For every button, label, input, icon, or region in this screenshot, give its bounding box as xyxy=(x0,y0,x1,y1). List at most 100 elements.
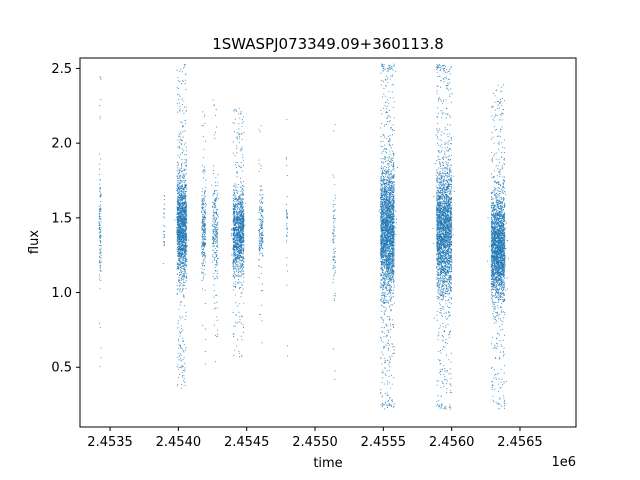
data-point xyxy=(183,268,185,270)
data-point xyxy=(201,248,203,250)
data-point xyxy=(99,276,101,278)
data-point xyxy=(213,241,215,244)
data-point xyxy=(216,126,218,128)
data-point xyxy=(233,220,235,222)
data-point xyxy=(99,191,102,193)
data-point xyxy=(286,119,288,121)
data-point xyxy=(242,331,244,333)
data-point xyxy=(213,228,215,230)
data-point xyxy=(183,257,186,260)
data-point xyxy=(333,298,335,300)
data-point xyxy=(185,280,187,282)
data-point xyxy=(238,164,240,166)
data-point xyxy=(233,282,235,284)
data-point xyxy=(185,258,187,260)
data-point xyxy=(162,263,164,265)
data-point xyxy=(243,237,245,239)
data-point xyxy=(240,177,242,179)
data-point xyxy=(182,131,184,133)
data-point xyxy=(185,235,187,237)
data-point xyxy=(99,267,101,269)
data-point xyxy=(261,189,263,191)
data-point xyxy=(177,193,179,195)
data-point xyxy=(179,153,182,155)
data-point xyxy=(234,206,236,208)
data-point xyxy=(241,264,243,266)
data-point xyxy=(182,110,184,112)
data-point xyxy=(202,201,204,204)
data-point xyxy=(176,185,179,187)
data-point xyxy=(179,141,181,143)
data-point xyxy=(232,205,234,208)
data-point xyxy=(239,257,241,259)
data-point xyxy=(239,250,241,252)
data-point xyxy=(214,131,216,134)
data-point xyxy=(204,210,206,212)
data-point xyxy=(242,288,244,290)
data-point xyxy=(237,220,239,222)
data-point xyxy=(244,224,246,226)
data-point xyxy=(184,64,186,66)
data-point xyxy=(181,365,183,367)
data-point xyxy=(214,226,216,229)
data-point xyxy=(201,245,203,247)
data-point xyxy=(177,288,179,291)
data-point xyxy=(333,130,335,132)
data-point xyxy=(334,197,336,199)
data-point xyxy=(213,205,215,207)
data-point xyxy=(240,264,242,266)
data-point xyxy=(258,265,260,267)
data-point xyxy=(182,340,184,342)
data-point xyxy=(184,159,186,161)
data-point xyxy=(180,144,182,146)
data-point xyxy=(334,210,336,212)
data-point xyxy=(176,262,178,264)
data-point xyxy=(259,314,261,316)
data-point xyxy=(212,254,214,256)
data-point xyxy=(203,222,205,224)
data-point xyxy=(184,271,186,273)
data-point xyxy=(180,133,182,135)
data-point xyxy=(177,368,179,370)
data-point xyxy=(386,299,388,301)
data-point xyxy=(185,205,187,207)
data-point xyxy=(258,230,260,232)
data-point xyxy=(236,213,239,215)
data-point xyxy=(380,141,382,143)
data-point xyxy=(176,165,178,167)
data-point xyxy=(242,199,244,201)
data-point xyxy=(180,277,182,279)
data-point xyxy=(185,229,187,232)
data-point xyxy=(99,195,101,197)
data-point xyxy=(333,218,335,220)
data-point xyxy=(234,194,236,196)
data-point xyxy=(235,137,237,139)
data-point xyxy=(233,234,236,237)
data-point xyxy=(180,239,182,241)
data-point xyxy=(185,207,187,209)
data-point xyxy=(236,199,238,201)
data-point xyxy=(178,98,180,100)
data-point xyxy=(234,186,236,188)
data-point xyxy=(232,269,235,271)
data-point xyxy=(182,192,184,194)
data-point xyxy=(261,240,263,243)
data-point xyxy=(185,110,187,112)
data-point xyxy=(204,205,206,207)
data-point xyxy=(178,156,181,158)
data-point xyxy=(286,209,288,211)
data-point xyxy=(260,185,263,187)
data-point xyxy=(179,353,181,355)
data-point xyxy=(183,204,185,206)
data-point xyxy=(241,291,243,293)
data-point xyxy=(183,247,185,249)
data-point xyxy=(99,269,101,271)
data-point xyxy=(180,261,182,263)
data-point xyxy=(332,264,335,267)
data-point xyxy=(99,205,101,207)
data-point xyxy=(242,327,245,329)
data-point xyxy=(201,265,203,267)
data-point xyxy=(100,99,102,101)
data-point xyxy=(238,246,241,248)
data-point xyxy=(239,209,241,211)
